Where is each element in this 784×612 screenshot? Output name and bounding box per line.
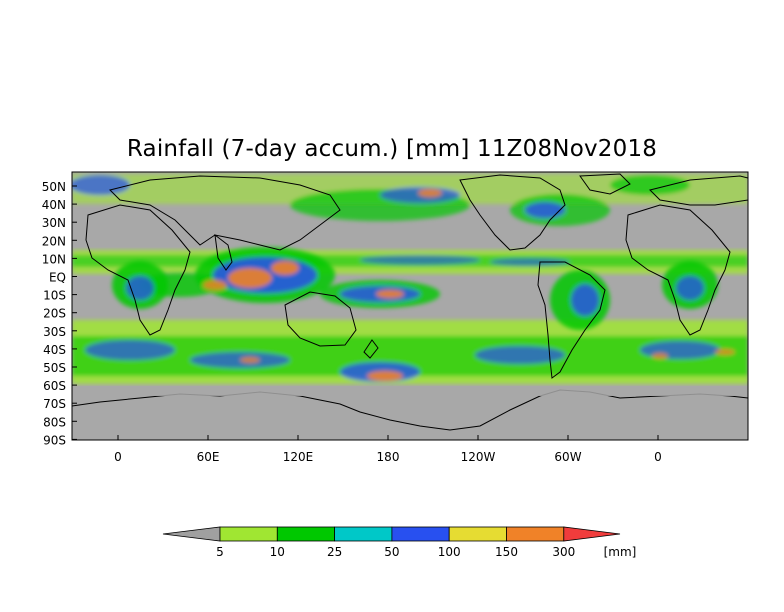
- latitude-axis: 50N 40N 30N 20N 10N EQ 10S 20S 30S 40S 50S 60S 70S 80…: [42, 180, 77, 447]
- colorbar-level-label: 50: [384, 545, 399, 559]
- colorbar-segment: [448, 526, 507, 542]
- rain-band-itcz: [72, 250, 748, 274]
- colorbar-segment: [334, 526, 393, 542]
- colorbar-segment: [219, 526, 278, 542]
- map-title: Rainfall (7-day accum.) [mm] 11Z08Nov201…: [126, 136, 658, 162]
- lat-label: 40N: [42, 198, 66, 212]
- lon-label: 60W: [554, 450, 581, 464]
- longitude-axis: 0 60E 120E 180 120W 60W 0: [114, 435, 662, 464]
- colorbar-level-label: 10: [270, 545, 285, 559]
- lon-label: 180: [377, 450, 400, 464]
- no-data-band: [72, 386, 748, 396]
- lat-label: 20S: [43, 307, 66, 321]
- lat-label: 10N: [42, 252, 66, 266]
- lat-label: 50N: [42, 180, 66, 194]
- colorbar-segment: [276, 526, 335, 542]
- colorbar-below-triangle: [162, 526, 221, 542]
- lat-label: 30N: [42, 216, 66, 230]
- lon-label: 120E: [283, 450, 314, 464]
- rain-maritime-continent: [140, 247, 440, 308]
- colorbar-unit-label: [mm]: [604, 545, 637, 559]
- rain-band-southern: [72, 320, 748, 384]
- lat-label: 90S: [43, 433, 66, 447]
- colorbar-segment: [391, 526, 450, 542]
- lat-label: 30S: [43, 325, 66, 339]
- colorbar-above-triangle: [563, 526, 621, 542]
- lon-label: 0: [654, 450, 662, 464]
- colorbar-segment: [506, 526, 565, 542]
- lat-label: 60S: [43, 379, 66, 393]
- lat-label: 70S: [43, 397, 66, 411]
- colorbar-level-label: 5: [216, 545, 224, 559]
- coastlines: [85, 173, 748, 379]
- lat-label: 80S: [43, 415, 66, 429]
- lon-label: 0: [114, 450, 122, 464]
- lon-label: 60E: [197, 450, 220, 464]
- colorbar-level-label: 25: [327, 545, 342, 559]
- colorbar: 5 10 25 50 100 150 300 [mm]: [162, 526, 637, 559]
- lat-label: 10S: [43, 289, 66, 303]
- lat-label: 50S: [43, 361, 66, 375]
- lat-label: EQ: [49, 271, 66, 285]
- map-frame: [71, 171, 749, 441]
- colorbar-level-label: 300: [552, 545, 575, 559]
- lon-label: 120W: [461, 450, 496, 464]
- colorbar-level-label: 150: [495, 545, 518, 559]
- lat-label: 20N: [42, 234, 66, 248]
- rain-continents: [112, 261, 718, 330]
- lat-label: 40S: [43, 343, 66, 357]
- colorbar-level-label: 100: [438, 545, 461, 559]
